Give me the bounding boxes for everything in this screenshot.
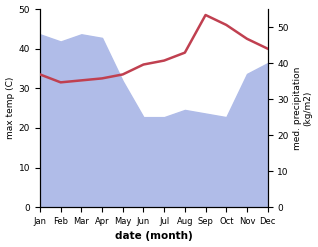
X-axis label: date (month): date (month) <box>115 231 193 242</box>
Y-axis label: max temp (C): max temp (C) <box>5 77 15 139</box>
Y-axis label: med. precipitation
(kg/m2): med. precipitation (kg/m2) <box>293 66 313 150</box>
